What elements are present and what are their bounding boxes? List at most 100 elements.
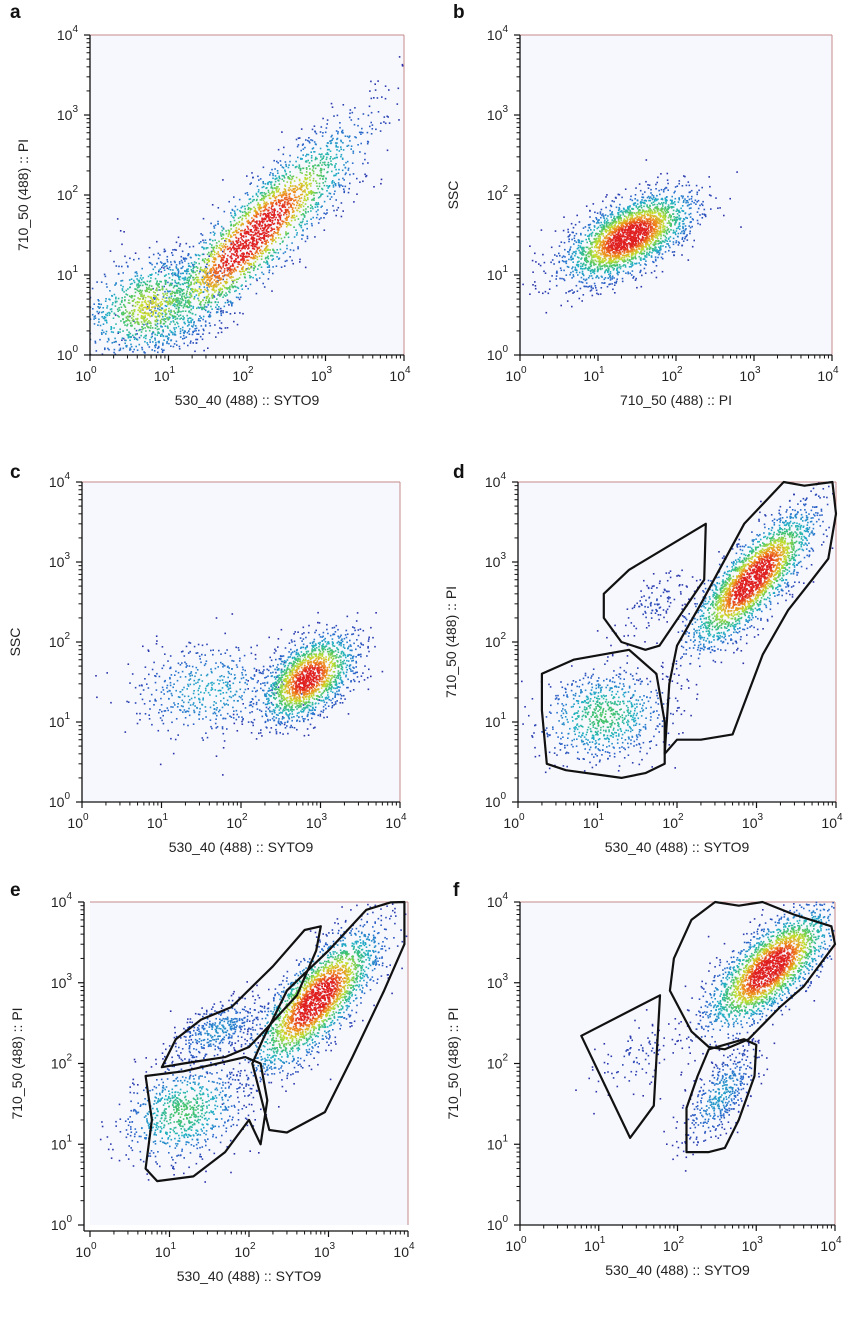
data-point [147, 307, 149, 310]
data-point [606, 222, 608, 224]
data-point [120, 306, 123, 308]
data-point [220, 282, 222, 284]
data-point [659, 247, 661, 249]
data-point [571, 305, 573, 308]
data-point [335, 163, 337, 165]
data-point [604, 277, 607, 279]
data-point [215, 336, 217, 338]
data-point [234, 244, 237, 246]
data-point [162, 296, 165, 298]
data-point [163, 248, 166, 251]
data-point [292, 211, 294, 213]
data-point [227, 235, 229, 237]
data-point [205, 270, 207, 272]
data-point [176, 269, 179, 271]
data-point [292, 164, 294, 166]
data-point [198, 262, 200, 265]
data-point [244, 241, 246, 244]
data-point [343, 191, 345, 194]
data-point [223, 210, 226, 213]
data-point [184, 282, 186, 285]
data-point [593, 269, 595, 272]
data-point [165, 308, 167, 311]
data-point [640, 206, 643, 209]
data-point [233, 254, 236, 256]
data-point [575, 232, 578, 235]
data-point [590, 253, 593, 255]
data-point [188, 246, 191, 248]
plot-area [520, 35, 832, 355]
data-point [300, 128, 303, 130]
data-point [221, 291, 223, 294]
data-point [662, 190, 665, 193]
data-point [672, 243, 675, 246]
data-point [206, 290, 209, 292]
data-point [640, 203, 642, 205]
data-point [249, 209, 252, 211]
data-point [306, 174, 308, 176]
data-point [585, 256, 587, 259]
data-point [148, 304, 150, 307]
data-point [159, 305, 161, 308]
data-point [158, 283, 160, 286]
data-point [577, 261, 579, 263]
data-point [589, 210, 591, 212]
data-point [225, 311, 228, 313]
data-point [236, 266, 239, 268]
data-point [172, 298, 175, 301]
data-point [102, 317, 105, 320]
data-point [595, 217, 597, 219]
data-point [292, 262, 294, 265]
data-point [206, 283, 208, 286]
data-point [635, 204, 637, 207]
data-point [305, 199, 308, 202]
data-point [188, 323, 190, 326]
data-point [179, 243, 182, 245]
data-point [265, 247, 267, 249]
data-point [601, 223, 603, 226]
data-point [571, 289, 573, 291]
data-point [228, 230, 231, 232]
data-point [247, 194, 249, 196]
data-point [288, 206, 290, 209]
data-point [643, 267, 646, 270]
data-point [306, 194, 308, 197]
data-point [188, 284, 191, 287]
data-point [187, 330, 190, 333]
data-point [271, 168, 273, 171]
data-point [114, 314, 117, 316]
data-point [290, 205, 292, 207]
data-point [190, 275, 192, 277]
data-point [220, 314, 223, 317]
data-point [330, 163, 332, 165]
data-point [247, 207, 250, 209]
data-point [570, 259, 572, 261]
data-point [161, 262, 163, 264]
data-point [699, 223, 701, 226]
data-point [201, 234, 204, 236]
data-point [157, 331, 159, 333]
data-point [265, 216, 268, 219]
data-point [570, 271, 572, 274]
data-point [579, 287, 582, 290]
data-point [554, 254, 556, 256]
data-point [650, 188, 652, 191]
data-point [207, 285, 210, 287]
data-point [248, 247, 250, 249]
data-point [639, 205, 641, 208]
data-point [627, 272, 629, 275]
data-point [608, 265, 611, 268]
data-point [234, 290, 236, 293]
data-point [645, 200, 648, 202]
data-point [262, 237, 264, 239]
data-point [218, 276, 220, 279]
data-point [296, 209, 298, 212]
data-point [148, 314, 151, 317]
data-point [170, 263, 173, 266]
data-point [235, 248, 238, 251]
data-point [595, 287, 597, 289]
data-point [691, 195, 693, 198]
data-point [190, 308, 192, 311]
data-point [181, 290, 184, 292]
data-point [643, 250, 646, 252]
